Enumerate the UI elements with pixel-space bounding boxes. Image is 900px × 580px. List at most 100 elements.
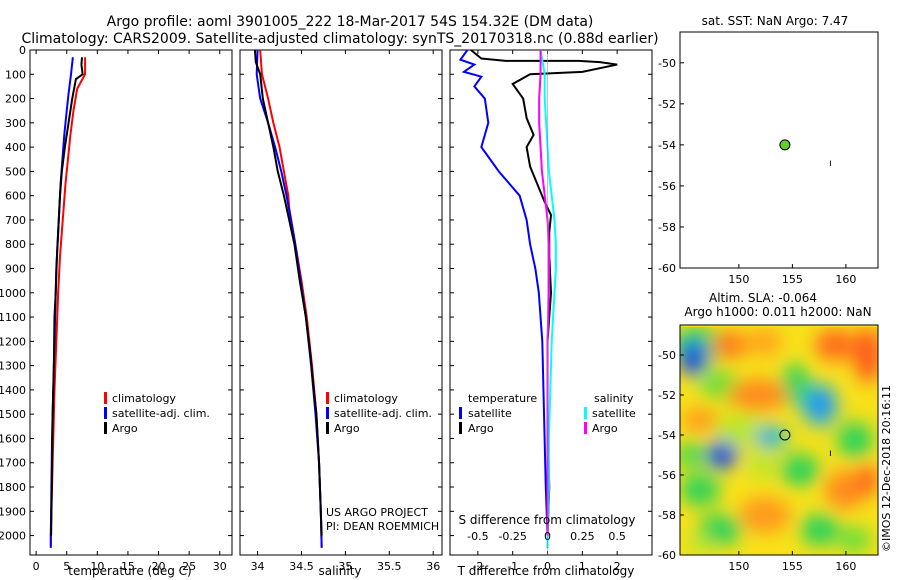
credit-watermark: ©IMOS 12-Dec-2018 20:16:11 — [880, 385, 893, 552]
y-tick-label: -50 — [658, 349, 676, 362]
sst-map-frame — [679, 31, 879, 269]
series-argo — [253, 49, 323, 536]
salinity-panel: 34 34.5 35 35.5 36 salinity climatology sate… — [239, 49, 443, 578]
depth-axis: 0 100 200 300 400 500 600 700 800 900 1000 1100 1200… — [0, 44, 26, 543]
sla-map-frame — [679, 324, 879, 556]
y-tick-label: -54 — [658, 139, 676, 152]
y-tick-label: 500 — [5, 165, 26, 178]
sla-heatmap — [680, 325, 878, 555]
sst-map-title: sat. SST: NaN Argo: 7.47 — [702, 14, 849, 28]
x-tick-label: 0 — [33, 560, 40, 573]
y-tick-label: 300 — [5, 117, 26, 130]
legend-temperature-title: temperature — [468, 392, 537, 405]
salinity-x-axis: 34 34.5 35 35.5 36 — [240, 49, 442, 573]
x-tick-label: 150 — [728, 560, 749, 573]
x-tick-label: 34 — [251, 560, 265, 573]
x-tick-label: 10 — [90, 560, 104, 573]
temperature-x-axis: 0 5 10 15 20 25 30 — [30, 49, 232, 573]
sst-map-panel: sat. SST: NaN Argo: 7.47 150 155 160 -50 -52… — [658, 14, 879, 286]
x-tick-label: 1 — [579, 560, 586, 573]
legend-salinity-title: salinity — [594, 392, 634, 405]
y-tick-label: -60 — [658, 549, 676, 562]
x-tick-label: 160 — [835, 560, 856, 573]
legend-climatology: climatology — [112, 392, 176, 405]
salinity-difference-axis-label: S difference from climatology — [459, 513, 636, 527]
x-tick-label: -1 — [507, 560, 518, 573]
x-tick-label: 36 — [426, 560, 440, 573]
temperature-axes-frame — [29, 49, 233, 556]
series-argo — [50, 57, 84, 536]
y-tick-label: 1700 — [0, 457, 26, 470]
x-tick-label: 0 — [544, 560, 551, 573]
legend-swatch-climatology — [104, 392, 107, 404]
y-tick-label: 1200 — [0, 335, 26, 348]
x-tick-label: 25 — [182, 560, 196, 573]
y-tick-label: 600 — [5, 190, 26, 203]
sla-map-title-line1: Altim. SLA: -0.064 — [709, 291, 817, 305]
legend-swatch-satellite — [326, 407, 329, 419]
project-credit-line2: PI: DEAN ROEMMICH — [326, 520, 439, 533]
legend-s-satellite: satellite — [592, 407, 636, 420]
legend-swatch-s-argo — [584, 422, 587, 434]
legend-t-argo: Argo — [468, 422, 494, 435]
x-tick-label: 35 — [338, 560, 352, 573]
x-tick-label: 155 — [782, 560, 803, 573]
legend-swatch-s-satellite — [584, 407, 587, 419]
y-tick-label: -58 — [658, 221, 676, 234]
y-tick-label: 400 — [5, 141, 26, 154]
x-tick-label: -2 — [472, 560, 483, 573]
figure-title-line2: Climatology: CARS2009. Satellite-adjuste… — [21, 31, 658, 47]
difference-xlabel: T difference from climatology — [457, 564, 635, 578]
y-tick-label: 1500 — [0, 408, 26, 421]
y-tick-label: 2000 — [0, 530, 26, 543]
legend-climatology: climatology — [334, 392, 398, 405]
s-diff-tick-label: -0.25 — [498, 530, 526, 543]
y-tick-label: -52 — [658, 389, 676, 402]
x-tick-label: 30 — [213, 560, 227, 573]
y-tick-label: 200 — [5, 93, 26, 106]
x-tick-label: 5 — [63, 560, 70, 573]
y-tick-label: -56 — [658, 469, 676, 482]
y-tick-label: 1100 — [0, 311, 26, 324]
legend-s-argo: Argo — [592, 422, 618, 435]
profile-location-marker — [779, 429, 791, 441]
x-tick-label: 155 — [782, 273, 803, 286]
y-tick-label: -58 — [658, 509, 676, 522]
y-tick-label: -52 — [658, 98, 676, 111]
y-tick-label: 1600 — [0, 432, 26, 445]
profile-location-marker — [779, 139, 791, 151]
y-tick-label: 1900 — [0, 505, 26, 518]
y-tick-label: 1400 — [0, 384, 26, 397]
coastline-fragment: ı — [829, 158, 832, 169]
x-tick-label: 35.5 — [377, 560, 402, 573]
project-credit-line1: US ARGO PROJECT — [326, 506, 428, 519]
salinity-xlabel: salinity — [318, 564, 361, 578]
legend-swatch-t-satellite — [459, 407, 462, 419]
s-diff-tick-label: 0 — [544, 530, 551, 543]
difference-legend: temperature satellite Argo salinity sate… — [459, 392, 636, 435]
legend-argo: Argo — [112, 422, 138, 435]
y-tick-label: 1000 — [0, 287, 26, 300]
y-tick-label: 0 — [19, 44, 26, 57]
salinity-series — [253, 49, 323, 548]
difference-panel: -2 -1 0 1 2 T difference from climatology S … — [449, 49, 653, 578]
series-temperature-argo — [470, 49, 618, 536]
y-tick-label: -56 — [658, 180, 676, 193]
salinity-axes-frame — [239, 49, 443, 556]
y-tick-label: -54 — [658, 429, 676, 442]
temperature-xlabel: temperature (deg C) — [68, 564, 191, 578]
legend-argo: Argo — [334, 422, 360, 435]
coastline-fragment: ı — [829, 448, 832, 459]
figure-title-line1: Argo profile: aoml 3901005_222 18-Mar-20… — [107, 14, 594, 30]
series-salinity-satellite — [539, 49, 557, 548]
legend-satellite: satellite-adj. clim. — [112, 407, 210, 420]
legend-satellite: satellite-adj. clim. — [334, 407, 432, 420]
salinity-legend: climatology satellite-adj. clim. Argo — [326, 392, 432, 435]
temperature-series — [49, 57, 87, 548]
x-tick-label: 20 — [152, 560, 166, 573]
x-tick-label: 34.5 — [289, 560, 314, 573]
y-tick-label: 700 — [5, 214, 26, 227]
salinity-difference-ticks: -0.5 -0.25 0 0.25 0.5 — [467, 530, 626, 543]
sla-map-title-line2: Argo h1000: 0.011 h2000: NaN — [684, 305, 871, 319]
